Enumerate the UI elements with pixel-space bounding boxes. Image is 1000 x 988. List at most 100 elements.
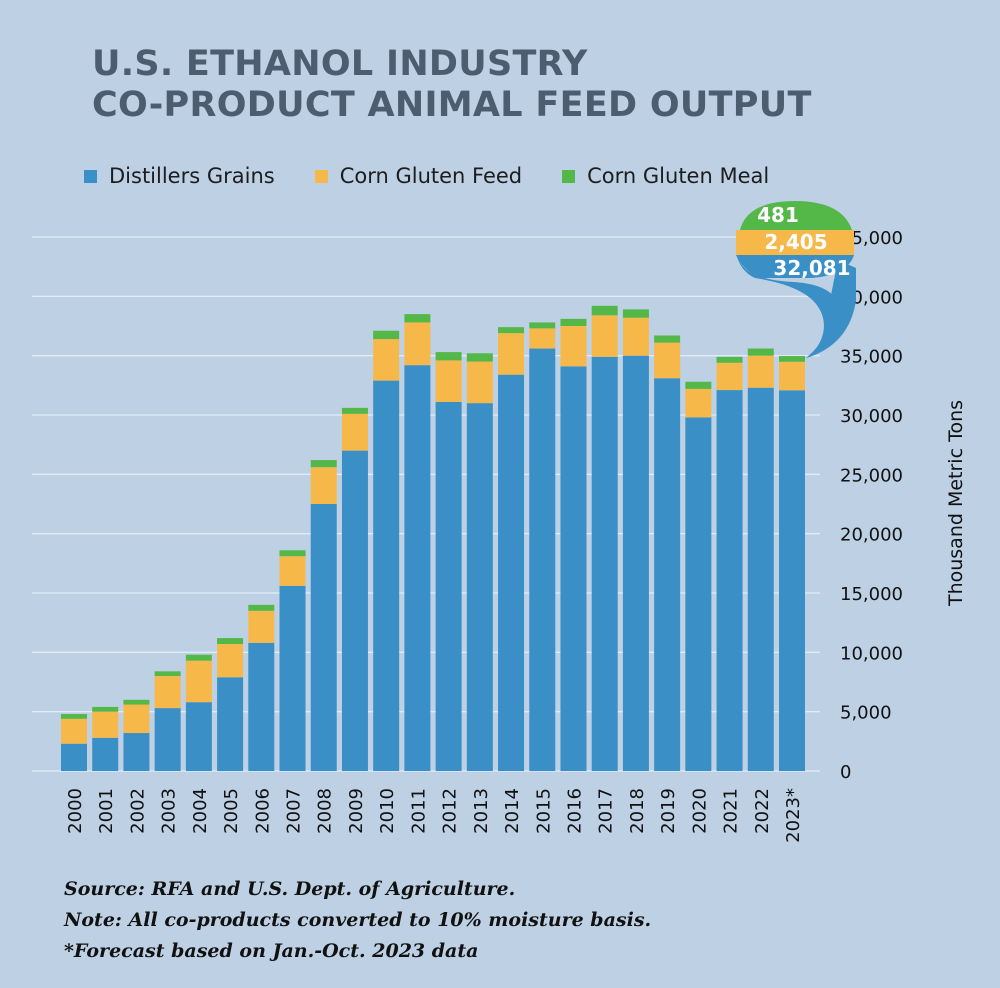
bar-corn-gluten-meal-2023 [779,356,805,362]
x-tick-label: 2007 [284,788,305,834]
legend-swatch-corn-gluten-feed [314,169,328,183]
bar-corn-gluten-feed-2009 [341,413,368,451]
bar-corn-gluten-meal-2002 [123,699,150,705]
bar-distillers-grains-2009 [341,450,368,771]
x-tick-label: 2023* [783,788,804,843]
bar-corn-gluten-meal-2017 [591,305,618,316]
x-tick-label: 2019 [658,788,679,834]
x-tick-label: 2012 [440,788,461,834]
y-tick-label: 0 [840,762,851,783]
bar-corn-gluten-feed-2012 [435,360,462,402]
bar-distillers-grains-2020 [685,417,712,771]
bar-corn-gluten-meal-2014 [498,327,525,334]
bar-corn-gluten-meal-2000 [61,714,87,719]
x-tick-label: 2009 [346,788,367,834]
bar-corn-gluten-meal-2006 [248,604,275,611]
bar-corn-gluten-meal-2019 [654,335,681,343]
chart-title: U.S. ETHANOL INDUSTRY CO-PRODUCT ANIMAL … [92,44,812,126]
bar-corn-gluten-feed-2020 [685,388,712,418]
x-tick-label: 2011 [408,788,429,834]
x-tick-label: 2021 [721,788,742,834]
bar-corn-gluten-feed-2005 [217,644,244,678]
bar-corn-gluten-feed-2017 [591,315,618,357]
bar-distillers-grains-2008 [310,504,337,771]
y-tick-label: 15,000 [840,584,903,605]
x-tick-label: 2000 [65,788,86,834]
bar-corn-gluten-feed-2015 [529,328,556,349]
y-tick-label: 45,000 [840,228,903,249]
bar-corn-gluten-meal-2020 [685,381,712,389]
bar-corn-gluten-meal-2005 [217,638,244,645]
bar-distillers-grains-2021 [716,390,743,771]
bar-corn-gluten-feed-2002 [123,704,150,734]
bar-corn-gluten-meal-2011 [404,314,431,323]
bar-corn-gluten-meal-2004 [185,654,212,661]
bar-corn-gluten-feed-2016 [560,326,587,367]
bar-corn-gluten-feed-2022 [747,355,774,388]
bar-distillers-grains-2019 [654,378,681,771]
tick-layer: 0 5,000 10,000 15,000 20,000 25,000 30,000 35,0… [65,228,903,843]
bar-distillers-grains-2013 [466,403,493,771]
callout-feed-label: 2,405 [764,230,827,254]
bar-distillers-grains-2016 [560,366,587,771]
bar-distillers-grains-2010 [373,380,400,771]
bar-corn-gluten-meal-2008 [310,460,337,468]
legend-swatch-corn-gluten-meal [562,169,576,183]
bar-distillers-grains-2002 [123,733,150,771]
title-line-1: U.S. ETHANOL INDUSTRY [92,44,588,84]
x-tick-label: 2015 [533,788,554,834]
bar-distillers-grains-2005 [217,677,244,771]
bar-corn-gluten-meal-2001 [92,706,119,712]
x-tick-label: 2022 [752,788,773,834]
bar-corn-gluten-feed-2018 [622,317,649,356]
bar-distillers-grains-2018 [622,355,649,771]
y-tick-label: 20,000 [840,525,903,546]
x-tick-label: 2004 [190,788,211,834]
legend-item-corn-gluten-feed: Corn Gluten Feed [314,164,522,188]
bar-distillers-grains-2006 [248,642,275,771]
x-tick-label: 2005 [221,788,242,834]
callout: 481 2,405 32,081 [736,201,856,358]
legend-label-corn-gluten-meal: Corn Gluten Meal [587,164,770,188]
bar-distillers-grains-2007 [279,585,306,771]
callout-grains-shape [736,247,843,358]
callout-meal-band [740,201,852,230]
bar-corn-gluten-meal-2009 [341,407,368,414]
title-line-2: CO-PRODUCT ANIMAL FEED OUTPUT [92,85,812,125]
bar-corn-gluten-meal-2022 [747,348,774,356]
bar-distillers-grains-2017 [591,356,618,771]
x-tick-label: 2006 [252,788,273,834]
bar-distillers-grains-2000 [61,743,87,771]
bar-corn-gluten-feed-2021 [716,362,743,391]
y-tick-label: 10,000 [840,643,903,664]
bar-distillers-grains-2012 [435,401,462,771]
bar-corn-gluten-meal-2013 [466,353,493,362]
bar-corn-gluten-feed-2013 [466,361,493,404]
legend-label-distillers-grains: Distillers Grains [109,164,275,188]
bar-corn-gluten-meal-2021 [716,356,743,363]
x-tick-label: 2008 [315,788,336,834]
source-line: Source: RFA and U.S. Dept. of Agricultur… [64,878,516,900]
legend-swatch-distillers-grains [84,169,97,183]
bar-corn-gluten-feed-2006 [248,610,275,643]
bar-corn-gluten-meal-2012 [435,352,462,361]
bar-distillers-grains-2023 [779,390,805,771]
x-tick-label: 2014 [502,788,523,834]
legend-item-distillers-grains: Distillers Grains [84,164,275,188]
note-line: Note: All co-products converted to 10% m… [64,909,652,931]
bar-distillers-grains-2003 [154,708,181,771]
bar-corn-gluten-meal-2018 [622,309,649,318]
bar-corn-gluten-feed-2007 [279,556,306,586]
y-tick-label: 5,000 [840,703,892,724]
forecast-line: *Forecast based on Jan.-Oct. 2023 data [64,940,479,962]
legend: Distillers Grains Corn Gluten Feed Corn … [84,164,809,188]
bar-corn-gluten-feed-2000 [61,718,87,744]
bar-corn-gluten-feed-2003 [154,676,181,709]
bar-distillers-grains-2022 [747,387,774,771]
source-notes: Source: RFA and U.S. Dept. of Agricultur… [64,874,651,967]
y-tick-label: 30,000 [840,406,903,427]
x-tick-label: 2010 [377,788,398,834]
y-tick-label: 25,000 [840,465,903,486]
bar-corn-gluten-feed-2001 [92,711,119,738]
